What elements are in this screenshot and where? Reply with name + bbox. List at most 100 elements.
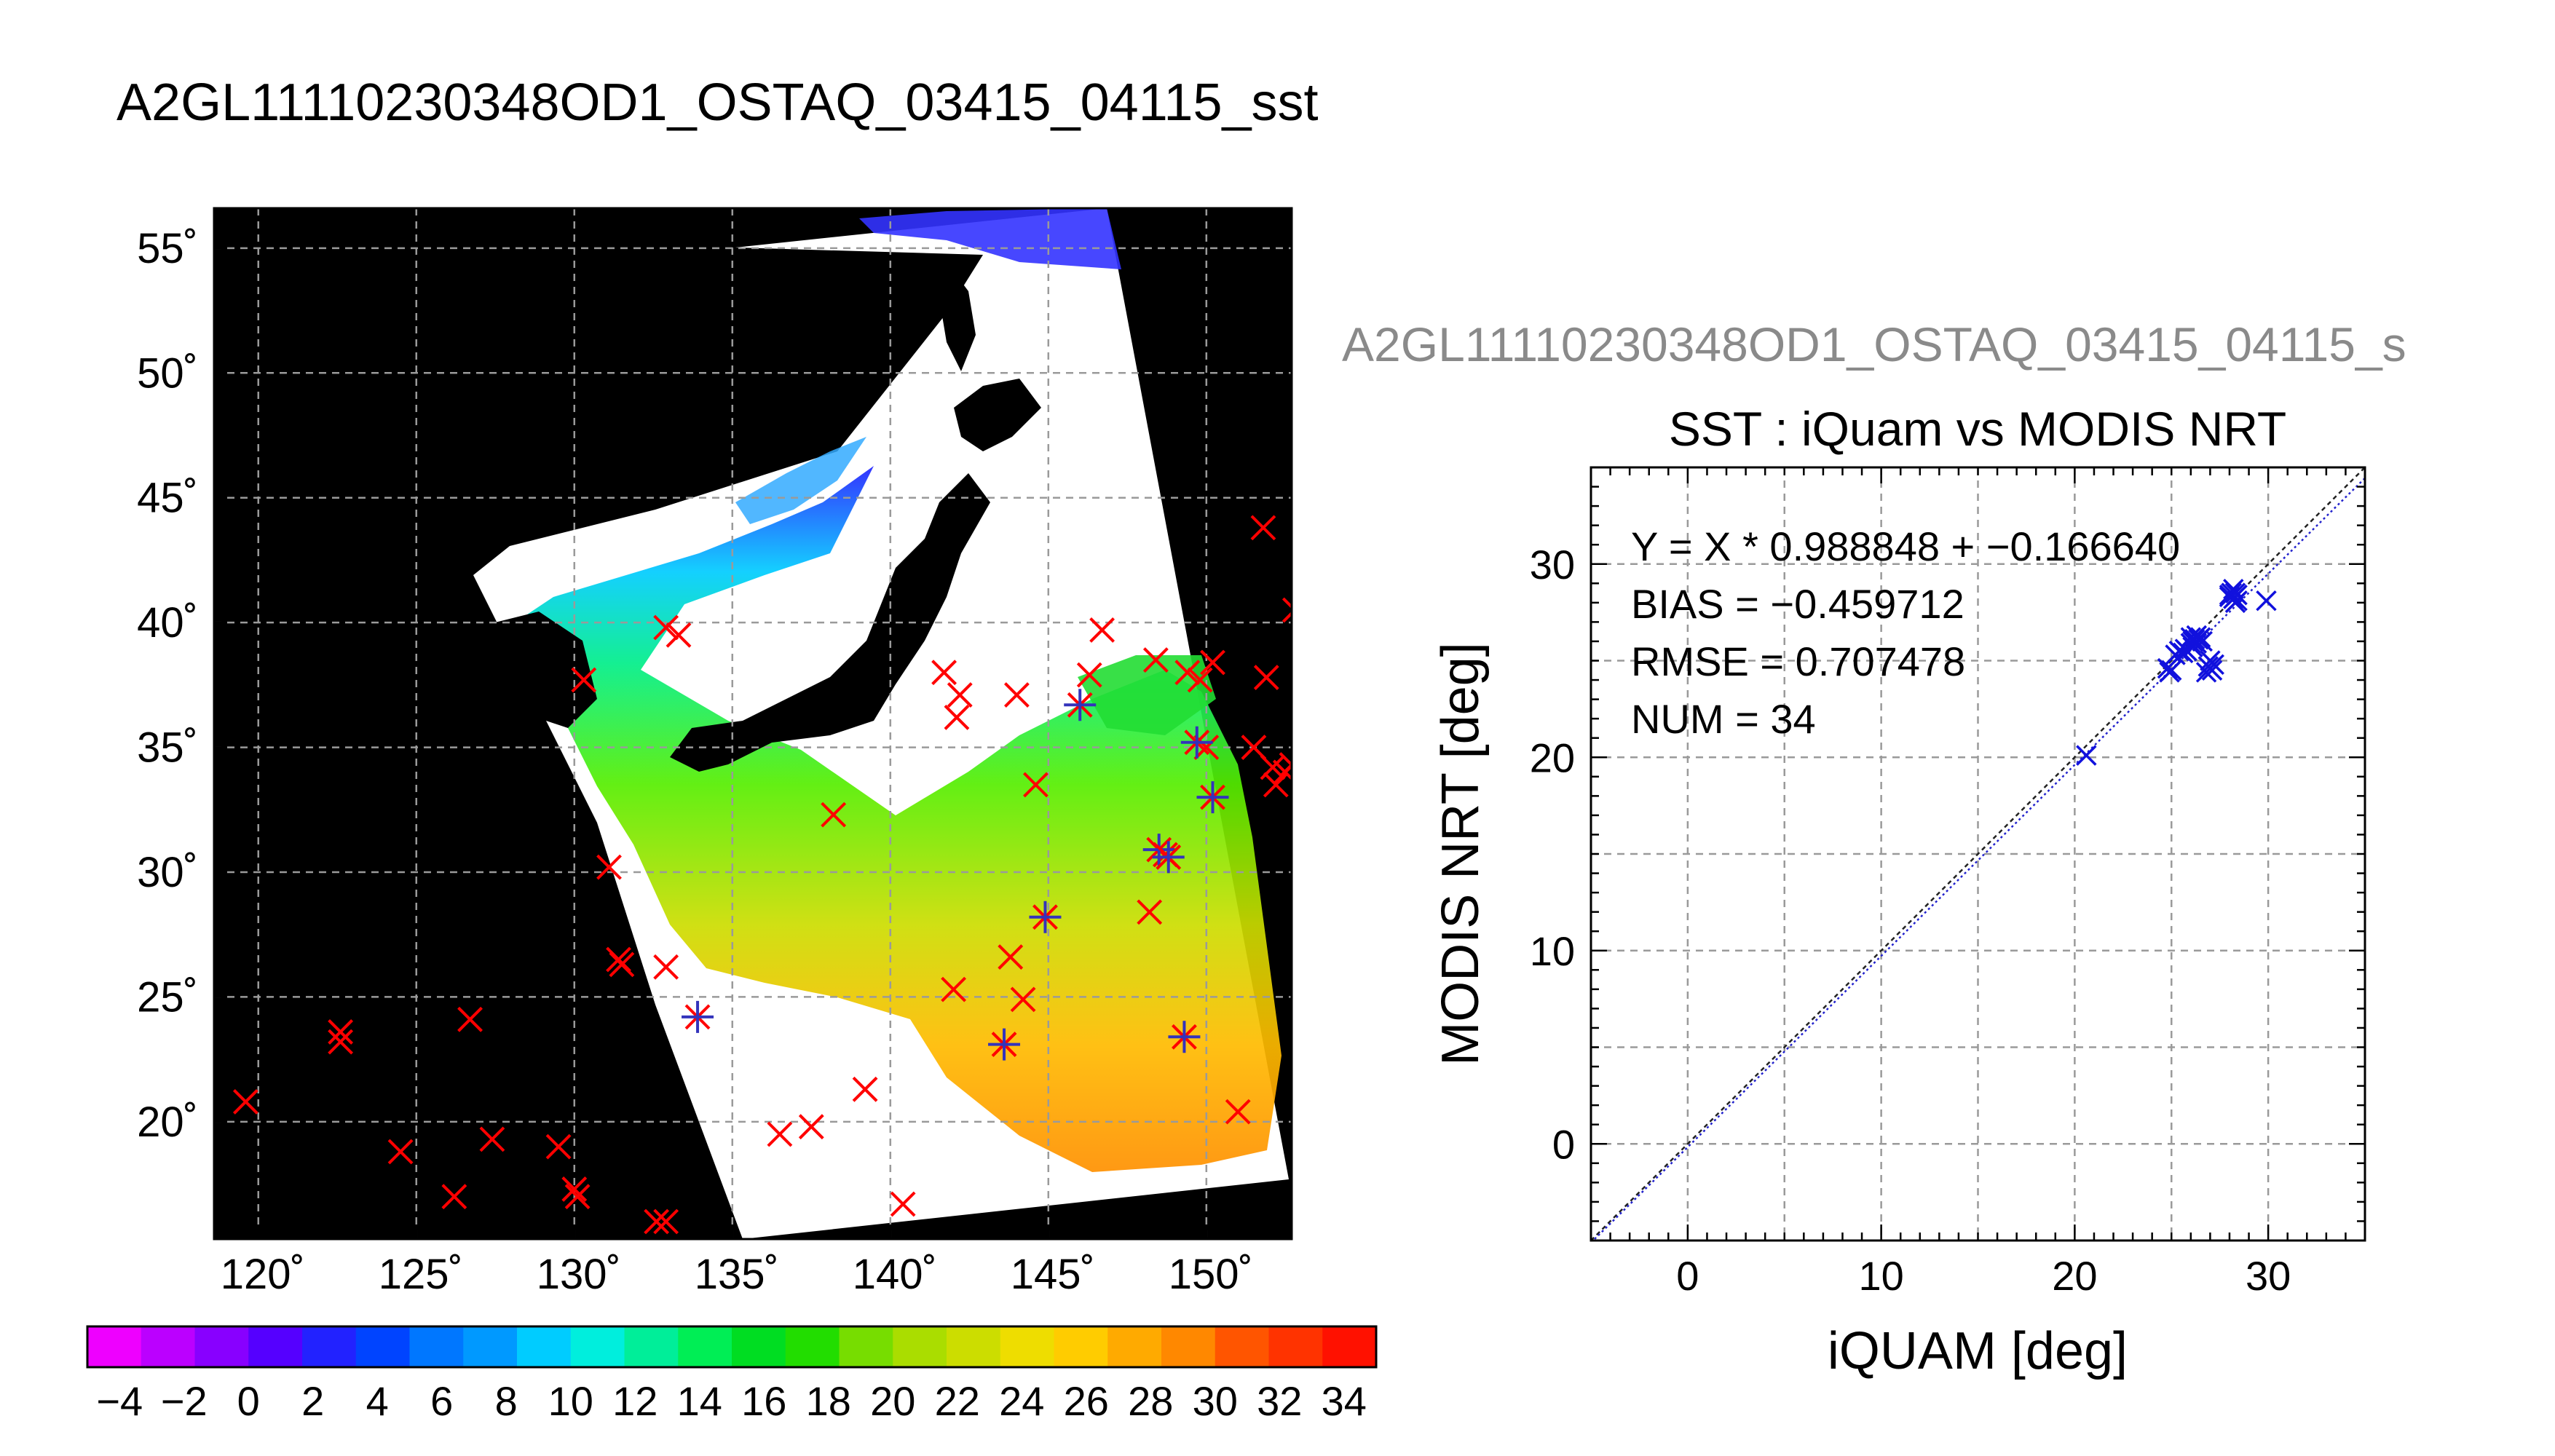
colorbar-label: 14 xyxy=(677,1378,722,1424)
stats-annotation: NUM = 34 xyxy=(1631,696,1816,742)
colorbar-segment xyxy=(678,1326,732,1367)
buoy-marker xyxy=(1187,667,1213,693)
stats-annotations: Y = X * 0.988848 + −0.166640 BIAS = −0.45… xyxy=(1631,523,2180,742)
matchup-marker xyxy=(1196,781,1229,814)
matchup-marker xyxy=(682,1000,714,1033)
scatter-point xyxy=(2256,590,2277,612)
buoy-marker xyxy=(328,1029,354,1055)
buoy-marker xyxy=(1263,772,1289,798)
hokkaido-landmass xyxy=(954,379,1041,451)
buoy-marker xyxy=(479,1126,505,1152)
colorbar-label: 10 xyxy=(548,1378,593,1424)
colorbar: −4 −2 0 2 4 6 8 10 12 14 16 18 20 22 24 26 28 30 32 34 xyxy=(86,1325,1378,1424)
matchup-marker xyxy=(1180,726,1213,759)
buoy-marker xyxy=(1076,662,1102,688)
scatter-point xyxy=(2203,654,2224,676)
buoy-marker xyxy=(767,1121,793,1147)
sst-map: 120˚ 125˚ 130˚ 135˚ 140˚ 145˚ 150˚ 55˚ 50˚ 45˚ 40… xyxy=(137,207,1293,1298)
buoy-marker xyxy=(457,1006,483,1032)
buoy-marker xyxy=(1225,1099,1251,1125)
buoy-marker xyxy=(387,1139,414,1165)
colorbar-segment xyxy=(141,1326,196,1367)
colorbar-label: 30 xyxy=(1193,1378,1238,1424)
colorbar-labels: −4 −2 0 2 4 6 8 10 12 14 16 18 20 22 24 26 28 30 32 34 xyxy=(96,1378,1367,1424)
buoy-markers xyxy=(232,515,1292,1235)
colorbar-label: 24 xyxy=(999,1378,1044,1424)
buoy-marker xyxy=(1142,647,1169,673)
colorbar-label: 12 xyxy=(612,1378,657,1424)
map-x-tick-label: 135˚ xyxy=(695,1251,779,1298)
buoy-marker xyxy=(1241,735,1267,760)
colorbar-label: 18 xyxy=(806,1378,851,1424)
buoy-marker xyxy=(653,614,679,641)
colorbar-segment xyxy=(1268,1326,1324,1367)
buoy-marker xyxy=(1250,515,1276,541)
buoy-marker xyxy=(890,1191,916,1217)
colorbar-segment xyxy=(355,1326,411,1367)
buoy-marker xyxy=(821,802,847,828)
scatter-point xyxy=(2182,636,2203,658)
buoy-marker xyxy=(232,1089,258,1115)
colorbar-segment xyxy=(785,1326,840,1367)
buoy-marker xyxy=(564,1184,591,1210)
map-y-tick-label: 30˚ xyxy=(137,849,198,896)
buoy-marker xyxy=(571,667,597,693)
colorbar-segments xyxy=(87,1326,1377,1367)
buoy-marker xyxy=(998,944,1024,970)
map-y-ticks: 55˚ 50˚ 45˚ 40˚ 35˚ 30˚ 25˚ 20˚ xyxy=(137,225,227,1146)
fit-lines xyxy=(1591,467,2365,1241)
buoy-marker xyxy=(947,682,973,708)
sst-field-offshore xyxy=(1078,655,1216,735)
scatter-point xyxy=(2189,627,2211,648)
colorbar-label: 2 xyxy=(301,1378,324,1424)
scatter-title: SST : iQuam vs MODIS NRT xyxy=(1669,402,2286,456)
scatter-point xyxy=(2168,640,2190,662)
scatter-x-label: iQUAM [deg] xyxy=(1828,1322,2128,1380)
buoy-marker xyxy=(1089,617,1115,643)
stats-annotation: BIAS = −0.459712 xyxy=(1631,581,1964,627)
buoy-marker xyxy=(441,1184,467,1210)
matchup-marker xyxy=(988,1028,1021,1061)
colorbar-segment xyxy=(194,1326,250,1367)
kamchatka-blue xyxy=(859,208,1121,269)
buoy-marker xyxy=(596,854,622,880)
scatter-subtitle: A2GL11110230348OD1_OSTAQ_03415_04115_s xyxy=(1342,317,2406,371)
colorbar-segment xyxy=(1107,1326,1162,1367)
colorbar-label: 8 xyxy=(495,1378,518,1424)
colorbar-label: 0 xyxy=(237,1378,260,1424)
map-y-tick-label: 50˚ xyxy=(137,349,198,397)
scatter-point xyxy=(2184,629,2205,650)
buoy-marker xyxy=(1253,665,1279,690)
scatter-y-label: MODIS NRT [deg] xyxy=(1431,642,1490,1066)
scatter-x-ticks: 0 10 20 30 xyxy=(1676,1253,2291,1299)
map-gridlines xyxy=(214,208,1292,1239)
map-x-tick-label: 150˚ xyxy=(1169,1251,1253,1298)
colorbar-segment xyxy=(517,1326,572,1367)
colorbar-segment xyxy=(732,1326,786,1367)
scatter-point xyxy=(2227,584,2248,606)
scatter-point xyxy=(2219,584,2240,606)
buoy-marker xyxy=(941,976,967,1002)
korea-landmass xyxy=(481,612,597,728)
identity-line xyxy=(1591,467,2365,1241)
sakhalin-landmass xyxy=(939,262,976,371)
colorbar-label: 34 xyxy=(1322,1378,1367,1424)
map-y-tick-label: 40˚ xyxy=(137,599,198,646)
map-y-tick-label: 45˚ xyxy=(137,475,198,522)
scatter-y-tick-label: 10 xyxy=(1530,928,1575,974)
matchup-marker xyxy=(1064,689,1097,721)
matchup-marker xyxy=(1152,841,1185,874)
sst-field-north xyxy=(735,437,866,524)
colorbar-segment xyxy=(463,1326,518,1367)
scatter-point xyxy=(2186,625,2208,646)
buoy-marker xyxy=(666,622,692,648)
scatter-x-tick-label: 0 xyxy=(1676,1253,1699,1299)
scatter-gridlines xyxy=(1591,467,2365,1241)
scatter-y-ticks: 0 10 20 30 xyxy=(1530,542,1575,1168)
colorbar-segment xyxy=(624,1326,679,1367)
colorbar-segment xyxy=(839,1326,894,1367)
scatter-point xyxy=(2161,660,2182,681)
map-x-tick-label: 125˚ xyxy=(379,1251,463,1298)
map-x-tick-label: 140˚ xyxy=(853,1251,937,1298)
colorbar-segment xyxy=(248,1326,303,1367)
